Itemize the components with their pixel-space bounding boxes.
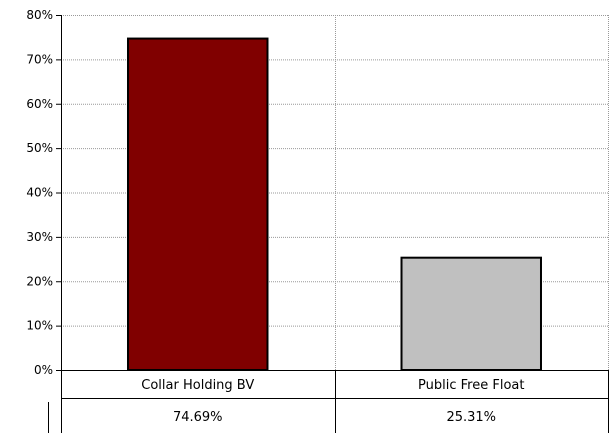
y-tick-label: 10%	[26, 319, 53, 333]
category-label: Public Free Float	[418, 378, 524, 393]
data-table: Collar Holding BV 74.69% Public Free Float…	[48, 370, 609, 433]
y-tick-label: 70%	[26, 52, 53, 66]
y-tick-label: 50%	[26, 141, 53, 155]
y-tick-label: 20%	[26, 274, 53, 288]
bars	[127, 37, 542, 372]
value-label: 74.69%	[173, 410, 223, 425]
axes	[56, 15, 608, 433]
y-tick-label: 0%	[34, 363, 53, 377]
bar-1	[400, 256, 542, 372]
y-tick-label: 80%	[26, 8, 53, 22]
y-tick-label: 30%	[26, 230, 53, 244]
y-tick-label: 40%	[26, 186, 53, 200]
value-label: 25.31%	[446, 410, 496, 425]
y-tick-label: 60%	[26, 97, 53, 111]
y-tick-labels: 0% 10% 20% 30% 40% 50% 60% 70% 80%	[26, 8, 53, 377]
bar-0	[127, 37, 269, 372]
category-label: Collar Holding BV	[141, 378, 254, 393]
